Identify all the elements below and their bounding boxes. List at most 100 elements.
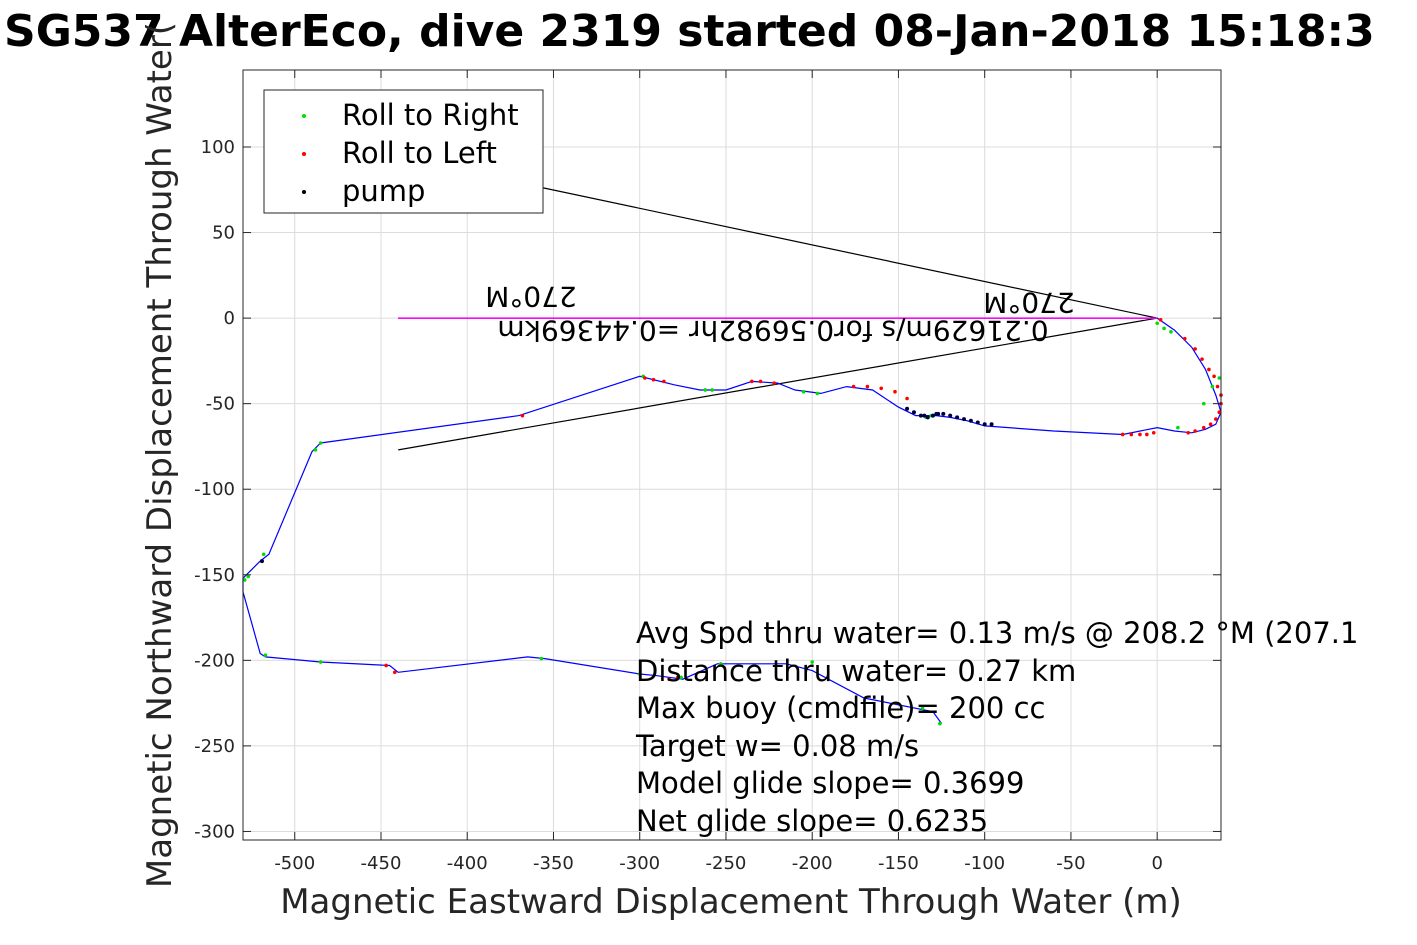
y-tick-label: -250 xyxy=(194,736,235,757)
roll-right-point xyxy=(318,660,323,664)
grid xyxy=(243,70,1221,840)
x-axis-label: Magnetic Eastward Displacement Through W… xyxy=(280,882,1182,922)
stats-model-glide: Model glide slope= 0.3699 xyxy=(636,766,1024,800)
stats-net-glide: Net glide slope= 0.6235 xyxy=(636,804,988,838)
y-tick-label: 0 xyxy=(224,308,235,329)
roll-left-point xyxy=(1120,432,1125,437)
x-tick-label: -450 xyxy=(361,853,402,874)
track-line xyxy=(242,317,1222,724)
y-tick-label: 50 xyxy=(212,223,235,244)
pump-point xyxy=(968,418,973,423)
roll-left-point xyxy=(905,396,909,401)
stats-distance: Distance thru water= 0.27 km xyxy=(636,654,1076,688)
roll-left-point xyxy=(1201,425,1206,430)
x-tick-label: -350 xyxy=(533,853,574,874)
roll-right-point xyxy=(246,574,250,579)
pump-point xyxy=(922,413,927,418)
roll-left-point xyxy=(392,670,397,675)
legend-box xyxy=(263,89,544,214)
pump-point xyxy=(930,413,935,418)
y-tick-label: -150 xyxy=(194,565,235,586)
y-axis-label: Magnetic Northward Displacement Through … xyxy=(140,22,180,888)
legend-label-roll-right: Roll to Right xyxy=(342,98,519,132)
roll-right-point xyxy=(313,448,318,452)
legend-marker-roll-right xyxy=(302,114,306,118)
y-tick-label: 100 xyxy=(201,137,235,158)
pump-point xyxy=(961,417,966,422)
roll-right-point xyxy=(1169,330,1173,334)
roll-left-point xyxy=(893,389,897,394)
roll-left-point xyxy=(1208,422,1213,427)
roll-left-point xyxy=(1145,432,1149,437)
heading-annotation-right: 270°M xyxy=(983,286,1075,319)
roll-right-point xyxy=(1210,384,1215,389)
roll-left-point xyxy=(384,663,388,668)
roll-left-point xyxy=(772,381,777,385)
legend-entry-roll-right: Roll to Right xyxy=(302,98,519,132)
roll-right-point xyxy=(710,388,714,392)
legend: Roll to Right Roll to Left pump xyxy=(263,89,544,214)
roll-left-point xyxy=(667,677,671,681)
roll-left-point xyxy=(651,377,656,382)
roll-left-point xyxy=(1186,430,1191,435)
roll-right-point xyxy=(261,552,266,557)
stats-target-w: Target w= 0.08 m/s xyxy=(635,729,919,763)
roll-right-point xyxy=(539,656,544,661)
y-tick-label: -50 xyxy=(206,394,235,415)
roll-right-point xyxy=(810,660,815,664)
roll-left-point xyxy=(758,379,763,384)
pump-point xyxy=(925,415,930,420)
roll-left-point xyxy=(1215,384,1220,389)
stats-max-buoy: Max buoy (cmdfile)= 200 cc xyxy=(636,691,1045,725)
roll-left-point xyxy=(750,379,754,384)
pump-point xyxy=(259,559,264,564)
legend-marker-pump xyxy=(302,190,306,194)
y-tick-label: -300 xyxy=(194,821,235,842)
x-tick-label: -50 xyxy=(1056,853,1085,874)
roll-right-point xyxy=(815,391,820,396)
roll-left-point xyxy=(1151,430,1156,435)
roll-left-point xyxy=(1138,432,1142,437)
roll-right-point xyxy=(703,388,708,392)
speed-annotation: 0.21629m/s for0.56982hr =0.44369km xyxy=(497,314,1048,347)
roll-left-point xyxy=(643,376,647,380)
x-tick-label: -300 xyxy=(619,853,660,874)
pump-point xyxy=(941,411,946,416)
roll-left-point xyxy=(865,384,870,389)
roll-right-point xyxy=(1176,425,1180,430)
x-tick-label: -500 xyxy=(274,853,315,874)
pump-point xyxy=(911,410,916,415)
pump-point xyxy=(934,411,939,416)
roll-right-point xyxy=(801,389,806,394)
roll-right-point xyxy=(718,661,723,666)
roll-right-point xyxy=(920,706,925,711)
pump-point xyxy=(989,422,994,427)
stats-avg-speed: Avg Spd thru water= 0.13 m/s @ 208.2 °M … xyxy=(636,616,1358,650)
x-tick-label: -150 xyxy=(878,853,919,874)
roll-right-point xyxy=(1217,376,1222,380)
roll-right-point xyxy=(318,441,323,445)
roll-left-point xyxy=(1182,336,1187,341)
x-tick-label: -250 xyxy=(706,853,747,874)
x-tick-label: -100 xyxy=(964,853,1005,874)
legend-label-roll-left: Roll to Left xyxy=(342,136,497,170)
roll-left-point xyxy=(1207,367,1211,372)
heading-annotation-left: 270°M xyxy=(485,280,577,313)
roll-right-point xyxy=(637,672,642,676)
pump-point xyxy=(975,420,980,425)
chart-title: SG537 AlterEco, dive 2319 started 08-Jan… xyxy=(4,6,1375,57)
legend-entry-pump: pump xyxy=(302,174,425,208)
reference-line xyxy=(398,317,1158,451)
roll-left-point xyxy=(1217,410,1222,415)
x-tick-label: 0 xyxy=(1151,853,1162,874)
roll-left-point xyxy=(662,379,666,384)
y-tick-label: -100 xyxy=(194,479,235,500)
roll-left-point xyxy=(1193,429,1197,433)
x-tick-label: -200 xyxy=(792,853,833,874)
pump-point xyxy=(948,413,953,418)
roll-right-point xyxy=(1155,321,1159,326)
roll-left-point xyxy=(675,675,680,680)
reference-line xyxy=(536,185,1158,319)
roll-right-point xyxy=(263,653,268,657)
